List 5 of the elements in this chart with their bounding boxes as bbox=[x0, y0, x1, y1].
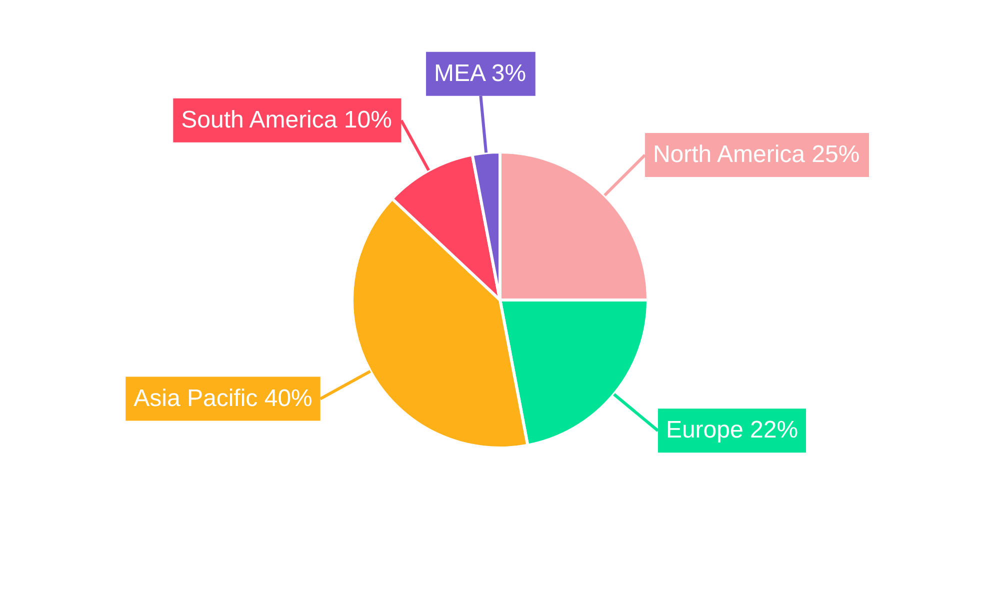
slice-label: Europe 22% bbox=[666, 416, 798, 444]
slice-label: South America 10% bbox=[181, 106, 392, 134]
slice-label: North America 25% bbox=[652, 141, 860, 168]
slice-label: Asia Pacific 40% bbox=[134, 384, 312, 412]
slice-label: MEA 3% bbox=[434, 60, 526, 87]
